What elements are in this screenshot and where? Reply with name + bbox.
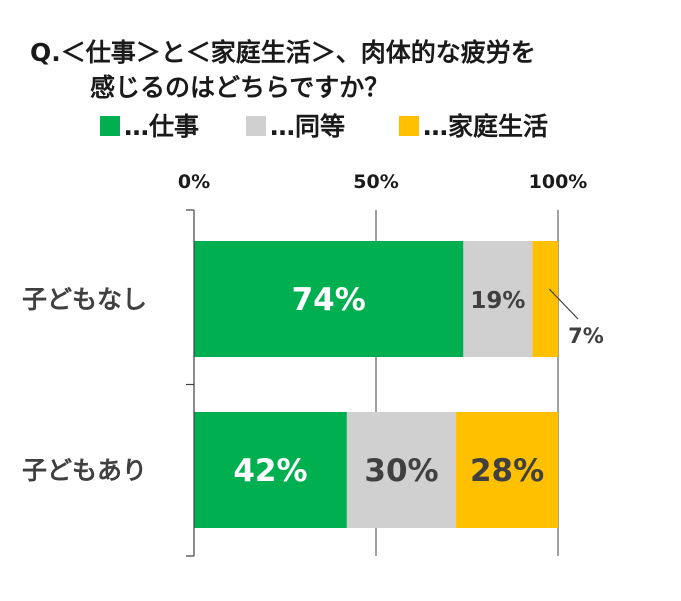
data-label-1-3: 7% — [568, 324, 604, 348]
x-tick-label-2: 50% — [353, 171, 398, 193]
data-label-1-2: 19% — [470, 288, 525, 314]
title-line-2: 感じるのはどちらですか？ — [90, 73, 389, 102]
x-tick-labels: 0% 50% 100% — [178, 171, 587, 193]
category-label-1: 子どもなし — [22, 285, 147, 314]
bar-1-1 — [194, 241, 464, 357]
chart-title: Q.＜仕事＞と＜家庭生活＞、肉体的な疲労を 感じるのはどちらですか？ — [30, 38, 536, 102]
legend-label-3: …家庭生活 — [423, 112, 548, 141]
bars — [194, 241, 558, 528]
title-line-1: Q.＜仕事＞と＜家庭生活＞、肉体的な疲労を — [30, 38, 536, 67]
legend-label-2: …同等 — [270, 112, 345, 141]
legend-label-1: …仕事 — [124, 112, 199, 141]
legend-swatch-2 — [246, 116, 266, 136]
bar-1-2 — [463, 241, 533, 357]
x-tick-label-1: 0% — [178, 171, 210, 193]
bar-2-1 — [194, 412, 347, 528]
legend-swatch-3 — [399, 116, 419, 136]
x-tick-label-3: 100% — [529, 171, 588, 193]
data-label-2-1: 42% — [233, 453, 307, 489]
category-axis — [186, 209, 195, 557]
bar-2-3 — [456, 412, 558, 528]
data-labels: 74% 19% 7% 42% 30% 28% — [233, 282, 603, 489]
leader-line-1-3 — [548, 288, 579, 320]
legend: …仕事 …同等 …家庭生活 — [100, 112, 548, 141]
legend-swatch-1 — [100, 116, 120, 136]
data-label-2-3: 28% — [470, 453, 544, 489]
data-label-2-2: 30% — [364, 453, 438, 489]
bar-2-2 — [346, 412, 457, 528]
bar-1-3 — [532, 241, 558, 357]
category-label-2: 子どもあり — [22, 456, 147, 485]
data-label-1-1: 74% — [292, 282, 366, 318]
